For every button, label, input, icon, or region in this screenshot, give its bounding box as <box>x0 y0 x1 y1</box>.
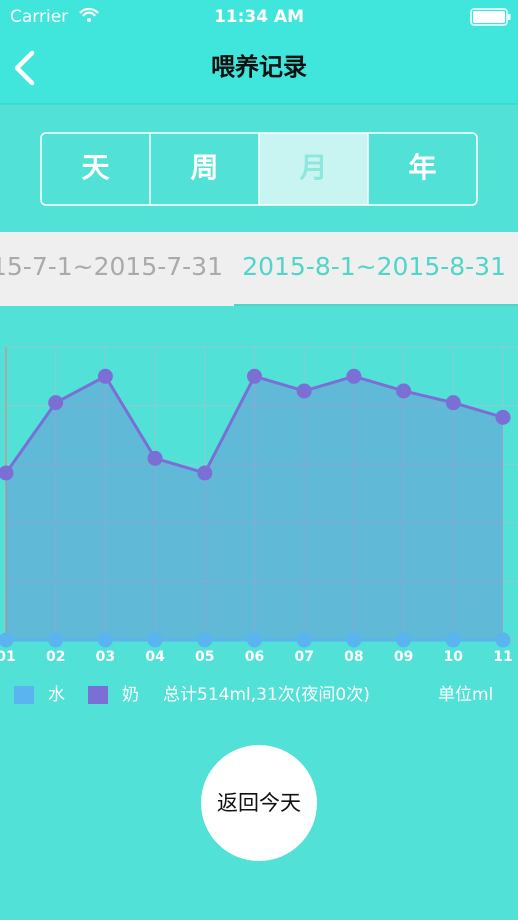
date-range[interactable]: 15-7-1~2015-7-31 <box>0 252 223 281</box>
today-button-label: 返回今天 <box>217 791 301 815</box>
carrier: Carrier <box>10 7 68 27</box>
point <box>247 368 262 384</box>
x-tick-label: 01 <box>0 649 16 665</box>
date-band <box>0 232 518 306</box>
x-tick-label: 07 <box>294 649 313 665</box>
area <box>6 376 503 640</box>
x-tick-label: 11 <box>493 649 512 665</box>
battery-tip <box>508 14 511 20</box>
segment-border <box>40 132 478 206</box>
point <box>247 632 262 648</box>
x-tick-label: 02 <box>46 649 65 665</box>
back-button[interactable] <box>14 50 35 86</box>
segment-label: 天 <box>81 151 109 184</box>
point <box>0 632 14 648</box>
x-tick-label: 06 <box>245 649 264 665</box>
x-tick-label: 05 <box>195 649 214 665</box>
x-tick-label: 10 <box>444 649 464 665</box>
segment[interactable] <box>259 133 368 205</box>
legend-swatch <box>88 686 108 704</box>
x-tick-label: 09 <box>394 649 413 665</box>
clock: 11:34 AM <box>214 7 304 27</box>
point <box>48 395 64 411</box>
date-tabs: 15-7-1~2015-7-31 2015-8-1~2015-8-31 <box>0 252 518 306</box>
point <box>445 395 461 411</box>
nav-bar-bg <box>0 0 518 104</box>
x-tick-label: 04 <box>145 649 165 665</box>
point <box>296 383 312 399</box>
x-tick-label: 08 <box>344 649 363 665</box>
segment-label: 年 <box>408 151 436 184</box>
point <box>396 383 412 399</box>
point <box>296 632 312 648</box>
segment-label: 周 <box>190 151 218 184</box>
wifi-dot <box>87 18 91 22</box>
point <box>346 632 362 648</box>
today-button[interactable] <box>201 745 317 861</box>
unit: 单位ml <box>438 685 493 705</box>
point <box>197 465 213 481</box>
point <box>147 632 163 648</box>
point <box>396 632 412 648</box>
point <box>97 368 113 384</box>
legend-label: 奶 <box>122 685 139 705</box>
point <box>197 632 213 648</box>
segmented-control: 天周月年 <box>40 132 478 206</box>
nav-title: 喂养记录 <box>211 53 307 81</box>
summary: 总计514ml,31次(夜间0次) <box>163 685 370 705</box>
point <box>495 632 511 648</box>
point <box>445 632 461 648</box>
legend-label: 水 <box>48 685 65 705</box>
point <box>346 368 362 384</box>
battery <box>470 8 508 26</box>
point <box>147 450 163 466</box>
point <box>97 632 113 648</box>
legend: 水奶 <box>14 685 139 705</box>
legend-swatch <box>14 686 34 704</box>
point <box>0 465 14 481</box>
point <box>48 632 64 648</box>
battery-level <box>473 11 505 23</box>
date-range[interactable]: 2015-8-1~2015-8-31 <box>242 252 506 281</box>
wifi-icon <box>79 7 99 17</box>
chart: 01 02 03 04 05 06 07 08 09 10 11 <box>0 346 518 665</box>
x-tick-label: 03 <box>96 649 115 665</box>
segment-label: 月 <box>298 151 327 184</box>
point <box>495 409 511 425</box>
